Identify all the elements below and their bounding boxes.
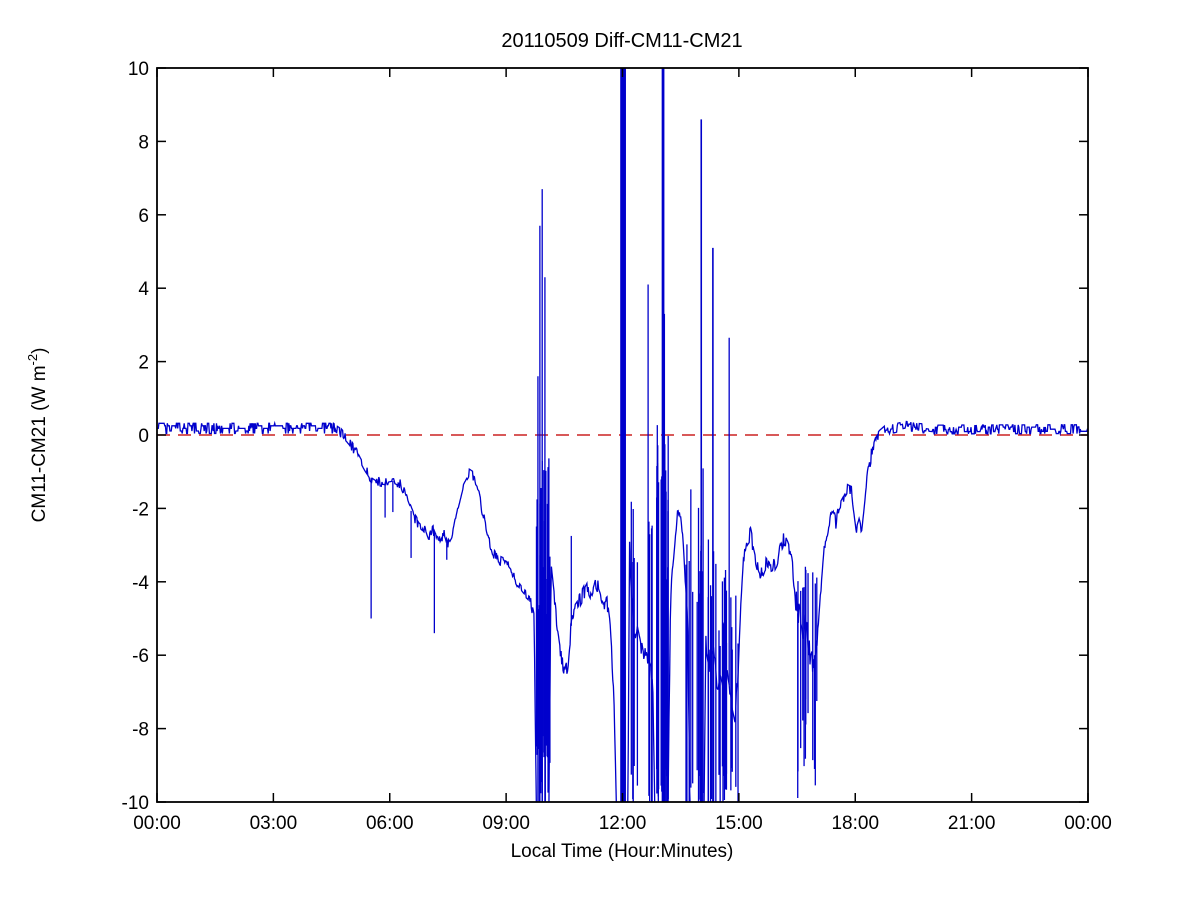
y-tick-label: 4 <box>138 279 149 300</box>
x-tick-label: 12:00 <box>599 813 647 834</box>
x-tick-label: 09:00 <box>482 813 530 834</box>
x-tick-label: 00:00 <box>1064 813 1112 834</box>
y-tick-label: -2 <box>132 499 149 520</box>
y-tick-label: 10 <box>128 59 149 80</box>
diff-series-path <box>157 420 1088 802</box>
series-layer <box>157 68 1088 802</box>
x-tick-label: 15:00 <box>715 813 763 834</box>
x-tick-label: 18:00 <box>831 813 879 834</box>
y-axis-label: CM11-CM21 (W m-2) <box>25 348 50 523</box>
x-tick-label: 03:00 <box>250 813 298 834</box>
y-tick-label: -8 <box>132 720 149 741</box>
y-tick-label: 2 <box>138 353 149 374</box>
x-axis-label: Local Time (Hour:Minutes) <box>511 841 734 862</box>
x-tick-label: 21:00 <box>948 813 996 834</box>
y-tick-label: -6 <box>132 646 149 667</box>
axis-layer: 00:00 03:00 06:00 09:00 12:00 15:00 18:00 21:00… <box>122 59 1112 834</box>
chart-title: 20110509 Diff-CM11-CM21 <box>501 30 742 52</box>
y-tick-label: 6 <box>138 206 149 227</box>
y-tick-label: 8 <box>138 132 149 153</box>
x-tick-label: 00:00 <box>133 813 181 834</box>
x-tick-label: 06:00 <box>366 813 414 834</box>
y-tick-label: -10 <box>122 793 149 814</box>
y-tick-label: 0 <box>138 426 149 447</box>
y-tick-label: -4 <box>132 573 149 594</box>
